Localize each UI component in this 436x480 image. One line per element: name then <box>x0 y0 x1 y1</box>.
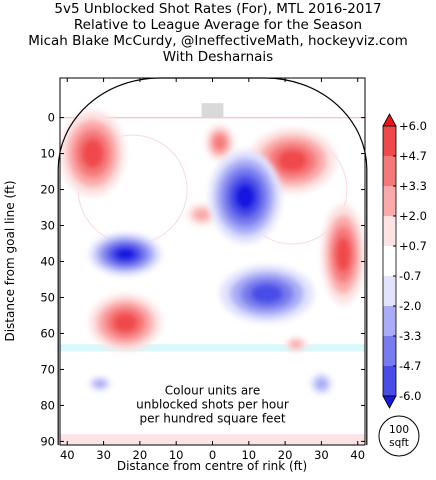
chart-title-line-4: With Desharnais <box>162 49 274 65</box>
y-tick-label: 10 <box>40 147 55 161</box>
colorbar-tick-label: -6.0 <box>399 389 421 403</box>
scale-badge-circle <box>378 415 420 457</box>
note-line: Colour units are <box>165 384 260 398</box>
heat-region-0 <box>321 203 365 305</box>
scale-badge-value: 100 <box>389 424 409 436</box>
x-tick-label: 40 <box>60 448 75 462</box>
y-tick-label: 30 <box>40 219 55 233</box>
note-line: unblocked shots per hour <box>136 398 289 412</box>
colorbar-tick-label: -2.0 <box>399 299 421 313</box>
colorbar: +6.0 +4.7 +3.3 +2.0 +0.7 -0.7 -2.0 -3.3 -4.7 -6.0 <box>382 113 427 409</box>
heat-region-9 <box>89 232 162 276</box>
heat-region-10 <box>310 373 333 395</box>
colorbar-band <box>383 306 396 337</box>
x-axis: 40 30 20 10 0 10 20 30 40 <box>60 78 365 462</box>
chart-title-line-2: Relative to League Average for the Seaso… <box>73 17 363 33</box>
x-tick-label: 20 <box>133 448 148 462</box>
heat-region-4 <box>89 293 162 352</box>
colorbar-band <box>383 126 396 157</box>
scale-badge-unit: sqft <box>389 437 409 449</box>
heat-region-7 <box>208 149 282 244</box>
y-tick-label: 50 <box>40 290 55 304</box>
heat-band <box>112 312 138 333</box>
heat-band <box>314 377 329 391</box>
x-tick-label: 10 <box>169 448 184 462</box>
heat-region-8 <box>219 265 315 323</box>
colorbar-tick-label: +6.0 <box>399 119 427 133</box>
x-tick-label: 40 <box>350 448 365 462</box>
blue-line <box>60 344 365 352</box>
chart-title-line-1: 5v5 Unblocked Shot Rates (For), MTL 2016… <box>54 1 382 17</box>
colorbar-tick-label: +4.7 <box>399 149 427 163</box>
colorbar-band <box>383 156 396 187</box>
colorbar-band <box>383 336 396 367</box>
colorbar-tick-label: -0.7 <box>399 269 421 283</box>
heat-band <box>277 149 308 173</box>
y-tick-label: 0 <box>48 111 55 125</box>
note-line: per hundred square feet <box>139 412 285 426</box>
y-tick-label: 60 <box>40 326 55 340</box>
heatmap-layer <box>60 110 365 395</box>
heat-band <box>234 183 256 211</box>
colorbar-tick-label: +3.3 <box>399 179 427 193</box>
y-tick-label: 70 <box>40 362 55 376</box>
colorbar-tick-label: -4.7 <box>399 359 421 373</box>
colorbar-band <box>383 246 396 277</box>
heat-band <box>289 339 303 349</box>
heat-band <box>81 138 105 169</box>
colorbar-tick-label: +2.0 <box>399 209 427 223</box>
heat-band <box>213 134 227 151</box>
y-tick-label: 20 <box>40 183 55 197</box>
x-tick-label: 10 <box>241 448 256 462</box>
colorbar-band <box>383 216 396 247</box>
x-axis-label: Distance from centre of rink (ft) <box>117 459 307 473</box>
colorbar-band <box>383 366 396 397</box>
x-tick-label: 30 <box>314 448 329 462</box>
y-axis-label: Distance from goal line (ft) <box>3 180 17 341</box>
y-tick-label: 40 <box>40 255 55 269</box>
colorbar-tick-label: +0.7 <box>399 239 427 253</box>
colorbar-bottom-arrow <box>382 395 397 409</box>
heat-region-2 <box>205 124 235 161</box>
colorbar-top-arrow <box>382 113 397 127</box>
heat-band <box>192 208 211 222</box>
heat-band <box>335 236 351 272</box>
heat-band <box>93 379 107 389</box>
heat-region-5 <box>187 203 217 226</box>
heat-region-3 <box>60 110 126 197</box>
colorbar-band <box>383 276 396 307</box>
heat-band <box>114 248 136 261</box>
heat-region-6 <box>285 337 307 352</box>
scale-badge: 100 sqft <box>378 415 420 457</box>
chart-title-line-3: Micah Blake McCurdy, @IneffectiveMath, h… <box>28 33 408 49</box>
x-tick-label: 0 <box>209 448 216 462</box>
heat-band <box>250 283 284 304</box>
x-tick-label: 30 <box>96 448 111 462</box>
heat-region-11 <box>89 376 111 392</box>
y-axis: 0 10 20 30 40 50 60 70 80 90 <box>40 111 365 448</box>
colorbar-frame <box>382 125 397 397</box>
colorbar-tick-label: -3.3 <box>399 329 421 343</box>
y-tick-label: 80 <box>40 398 55 412</box>
goal-net <box>201 103 224 118</box>
centre-line <box>60 434 365 445</box>
x-tick-label: 20 <box>278 448 293 462</box>
colorbar-band <box>383 186 396 217</box>
y-tick-label: 90 <box>40 434 55 448</box>
